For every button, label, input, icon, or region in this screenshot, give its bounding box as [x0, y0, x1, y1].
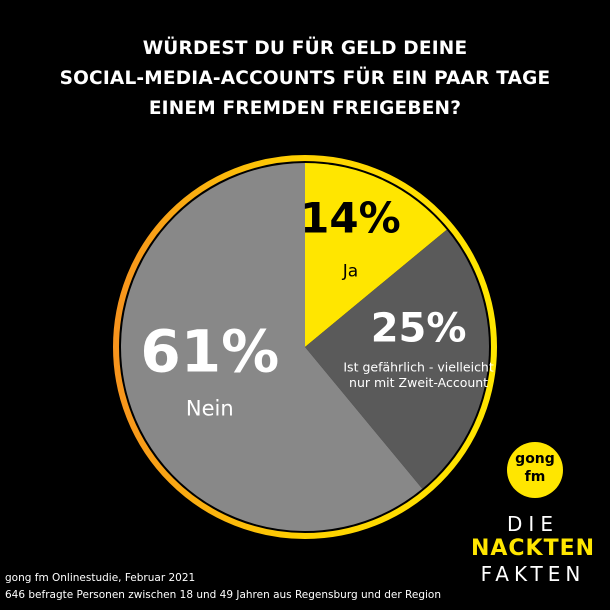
title-line-3: EINEM FREMDEN FREIGEBEN? — [148, 98, 462, 119]
slice-category-label-2-line-2: nur mit Zweit-Account — [349, 375, 488, 390]
logo-line-2: fm — [524, 469, 546, 485]
logo-line-1: gong — [515, 451, 555, 467]
source-line-1: gong fm Onlinestudie, Februar 2021 — [5, 572, 196, 584]
die-nackten-fakten-logo: DIE NACKTEN FAKTEN — [458, 512, 608, 586]
title-line-2: SOCIAL-MEDIA-ACCOUNTS FÜR EIN PAAR TAGE — [59, 68, 551, 89]
slice-category-label-3: Nein — [186, 396, 234, 420]
source-note: gong fm Onlinestudie, Februar 2021 646 b… — [5, 570, 441, 604]
brand-line-3: FAKTEN — [480, 562, 586, 586]
pie-slice-3 — [120, 163, 423, 531]
slice-value-label-3: 61% — [140, 317, 279, 385]
slice-value-label-1: 14% — [300, 193, 401, 242]
pie-outline-ring — [113, 155, 497, 539]
brand-line-1: DIE — [507, 512, 559, 536]
slice-value-label-2: 25% — [371, 306, 467, 352]
source-line-2: 646 befragte Personen zwischen 18 und 49… — [5, 589, 441, 601]
chart-title: WÜRDEST DU FÜR GELD DEINE SOCIAL-MEDIA-A… — [0, 34, 610, 124]
pie-slice-1 — [305, 163, 447, 347]
slice-category-label-2-line-1: Ist gefährlich - vielleicht — [343, 360, 493, 375]
pie-slice-2 — [305, 229, 489, 489]
title-line-1: WÜRDEST DU FÜR GELD DEINE — [142, 38, 468, 59]
slice-category-label-1: Ja — [342, 261, 358, 281]
gong-fm-logo: gong fm — [507, 442, 563, 498]
brand-line-2: NACKTEN — [470, 536, 596, 561]
